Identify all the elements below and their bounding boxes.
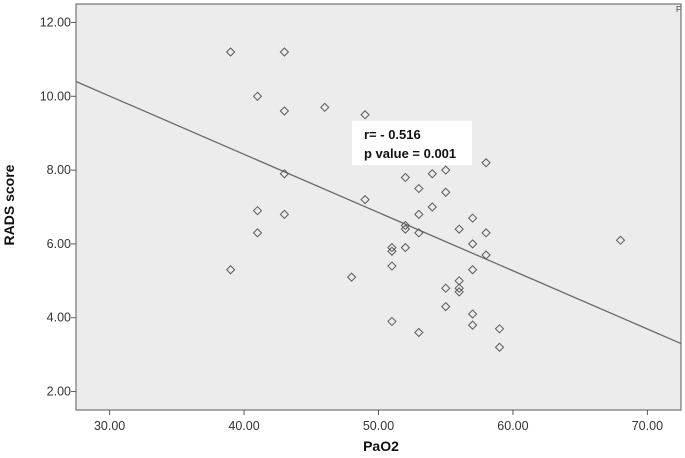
annotation-p-value: p value = 0.001 — [364, 146, 456, 161]
data-point — [400, 224, 411, 234]
data-point — [467, 239, 478, 249]
corner-mark: F — [676, 5, 681, 14]
data-point — [467, 265, 478, 275]
data-point — [400, 220, 411, 231]
data-point — [414, 327, 424, 338]
y-tick-label: 10.00 — [40, 89, 71, 103]
data-point — [279, 169, 290, 179]
data-point — [387, 316, 397, 327]
data-point — [252, 205, 263, 216]
data-point — [427, 202, 437, 212]
data-point — [387, 242, 397, 253]
data-point — [494, 342, 505, 352]
data-point — [481, 158, 491, 168]
x-tick-label: 30.00 — [94, 419, 125, 433]
y-tick-label: 4.00 — [47, 311, 71, 325]
data-point — [252, 91, 263, 101]
data-point — [279, 47, 290, 57]
plot-area — [75, 3, 682, 411]
data-point — [252, 228, 263, 238]
y-tick-label: 6.00 — [47, 237, 71, 251]
x-tick-label: 50.00 — [363, 419, 394, 433]
data-point — [414, 183, 424, 194]
annotation-r-value: r= - 0.516 — [364, 127, 421, 142]
data-point — [225, 47, 236, 57]
data-point — [320, 102, 330, 113]
data-point — [615, 235, 626, 245]
correlation-annotation: r= - 0.516 p value = 0.001 — [352, 121, 472, 165]
data-point — [467, 213, 478, 223]
data-point — [467, 309, 478, 319]
data-point — [441, 283, 451, 293]
x-tick-label: 40.00 — [228, 419, 259, 433]
data-point — [225, 265, 236, 275]
y-axis-label: RADS score — [1, 164, 17, 245]
data-point — [414, 209, 424, 220]
data-point — [441, 187, 451, 197]
data-point — [441, 165, 451, 175]
data-point — [400, 172, 411, 183]
data-point — [387, 246, 397, 256]
annotation-box — [352, 121, 472, 165]
data-point — [346, 272, 357, 282]
data-point — [360, 110, 370, 120]
data-point — [454, 283, 464, 293]
data-point — [454, 224, 464, 234]
data-point — [360, 194, 370, 205]
data-point — [279, 106, 290, 116]
x-tick-label: 60.00 — [497, 419, 528, 433]
data-point — [427, 169, 437, 179]
data-point — [481, 228, 491, 238]
data-point — [279, 209, 290, 220]
x-tick-label: 70.00 — [632, 419, 663, 433]
data-point — [387, 261, 397, 271]
data-point — [400, 242, 411, 253]
y-tick-label: 8.00 — [47, 163, 71, 177]
data-point — [467, 320, 478, 330]
y-tick-label: 12.00 — [40, 15, 71, 29]
x-axis-label: PaO2 — [363, 438, 399, 454]
data-point — [441, 301, 451, 312]
data-point — [414, 228, 424, 238]
data-point — [454, 287, 464, 297]
fit-line — [75, 80, 682, 345]
data-point — [494, 324, 505, 334]
y-tick-label: 2.00 — [47, 385, 71, 399]
data-point — [481, 250, 491, 260]
